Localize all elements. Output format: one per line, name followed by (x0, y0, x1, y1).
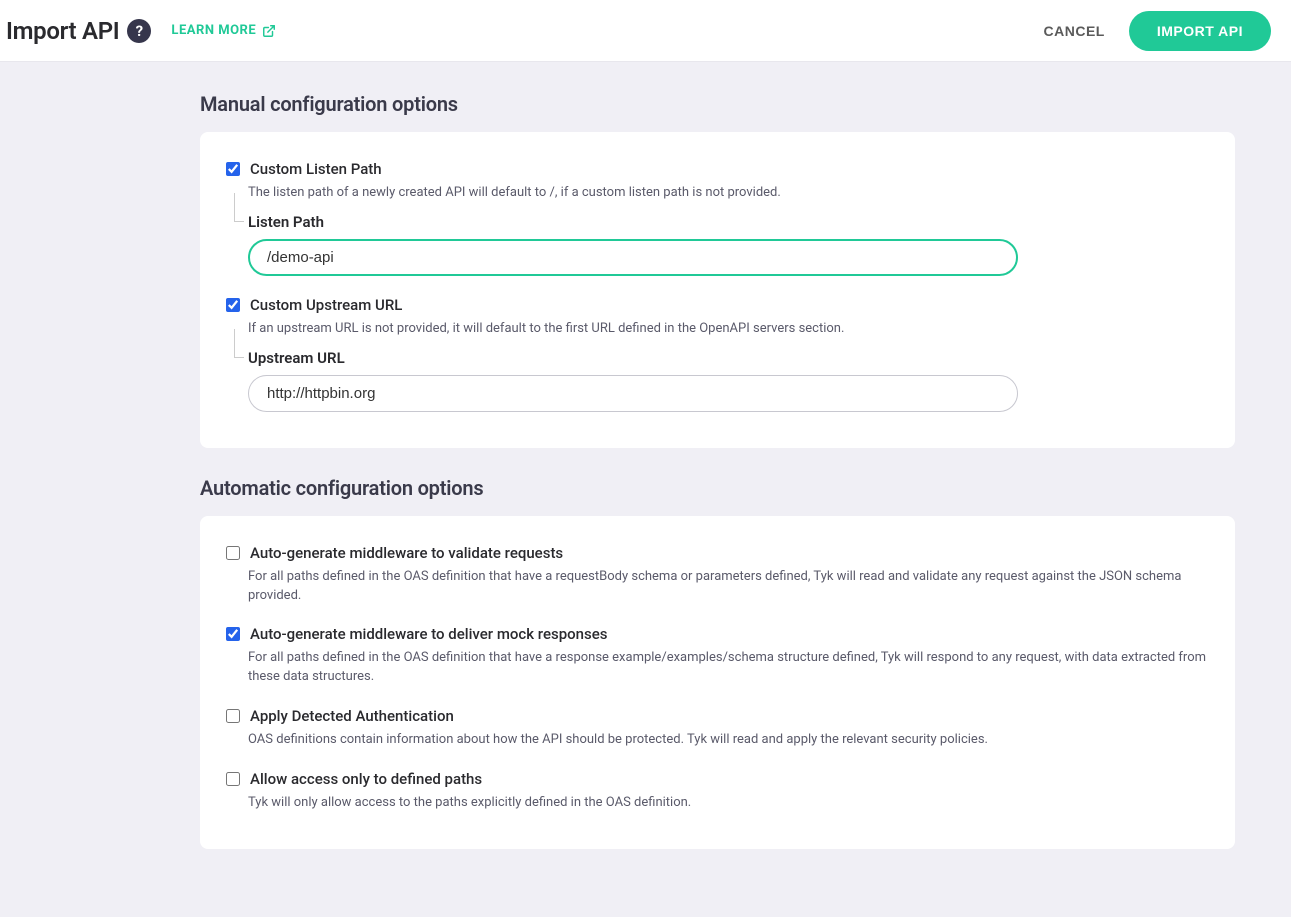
mock-responses-row: Auto-generate middleware to deliver mock… (226, 625, 1209, 687)
manual-section-title: Manual configuration options (200, 92, 1235, 116)
external-link-icon (262, 24, 276, 38)
learn-more-label: LEARN MORE (171, 23, 256, 38)
custom-listen-path-checkbox[interactable] (226, 162, 240, 176)
cancel-button[interactable]: CANCEL (1044, 23, 1105, 39)
allow-defined-paths-label: Allow access only to defined paths (250, 770, 482, 788)
validate-requests-row: Auto-generate middleware to validate req… (226, 544, 1209, 606)
custom-upstream-url-checkbox[interactable] (226, 298, 240, 312)
custom-listen-path-label: Custom Listen Path (250, 160, 382, 178)
apply-auth-description: OAS definitions contain information abou… (248, 731, 1209, 750)
custom-upstream-url-description: If an upstream URL is not provided, it w… (248, 320, 1209, 339)
custom-upstream-url-label: Custom Upstream URL (250, 296, 402, 314)
allow-defined-paths-description: Tyk will only allow access to the paths … (248, 794, 1209, 813)
apply-auth-label: Apply Detected Authentication (250, 707, 454, 725)
page-header: Import API ? LEARN MORE CANCEL IMPORT AP… (0, 0, 1291, 62)
validate-requests-description: For all paths defined in the OAS definit… (248, 568, 1209, 606)
import-api-button[interactable]: IMPORT API (1129, 11, 1271, 51)
help-icon[interactable]: ? (127, 19, 151, 43)
validate-requests-checkbox[interactable] (226, 546, 240, 560)
upstream-url-field-group: Upstream URL (248, 349, 1209, 412)
mock-responses-label: Auto-generate middleware to deliver mock… (250, 625, 607, 643)
automatic-config-panel: Auto-generate middleware to validate req… (200, 516, 1235, 849)
custom-upstream-url-row: Custom Upstream URL If an upstream URL i… (226, 296, 1209, 412)
page-title: Import API (6, 17, 119, 45)
mock-responses-description: For all paths defined in the OAS definit… (248, 649, 1209, 687)
main-content: Manual configuration options Custom List… (200, 62, 1235, 917)
apply-auth-row: Apply Detected Authentication OAS defini… (226, 707, 1209, 750)
apply-auth-checkbox[interactable] (226, 709, 240, 723)
manual-config-panel: Custom Listen Path The listen path of a … (200, 132, 1235, 448)
validate-requests-label: Auto-generate middleware to validate req… (250, 544, 563, 562)
learn-more-link[interactable]: LEARN MORE (171, 23, 276, 38)
allow-defined-paths-row: Allow access only to defined paths Tyk w… (226, 770, 1209, 813)
custom-listen-path-description: The listen path of a newly created API w… (248, 184, 1209, 203)
upstream-url-input[interactable] (248, 375, 1018, 412)
custom-listen-path-row: Custom Listen Path The listen path of a … (226, 160, 1209, 276)
listen-path-input[interactable] (248, 239, 1018, 276)
listen-path-label: Listen Path (248, 213, 1209, 231)
listen-path-field-group: Listen Path (248, 213, 1209, 276)
mock-responses-checkbox[interactable] (226, 627, 240, 641)
automatic-section-title: Automatic configuration options (200, 476, 1235, 500)
upstream-url-label: Upstream URL (248, 349, 1209, 367)
allow-defined-paths-checkbox[interactable] (226, 772, 240, 786)
